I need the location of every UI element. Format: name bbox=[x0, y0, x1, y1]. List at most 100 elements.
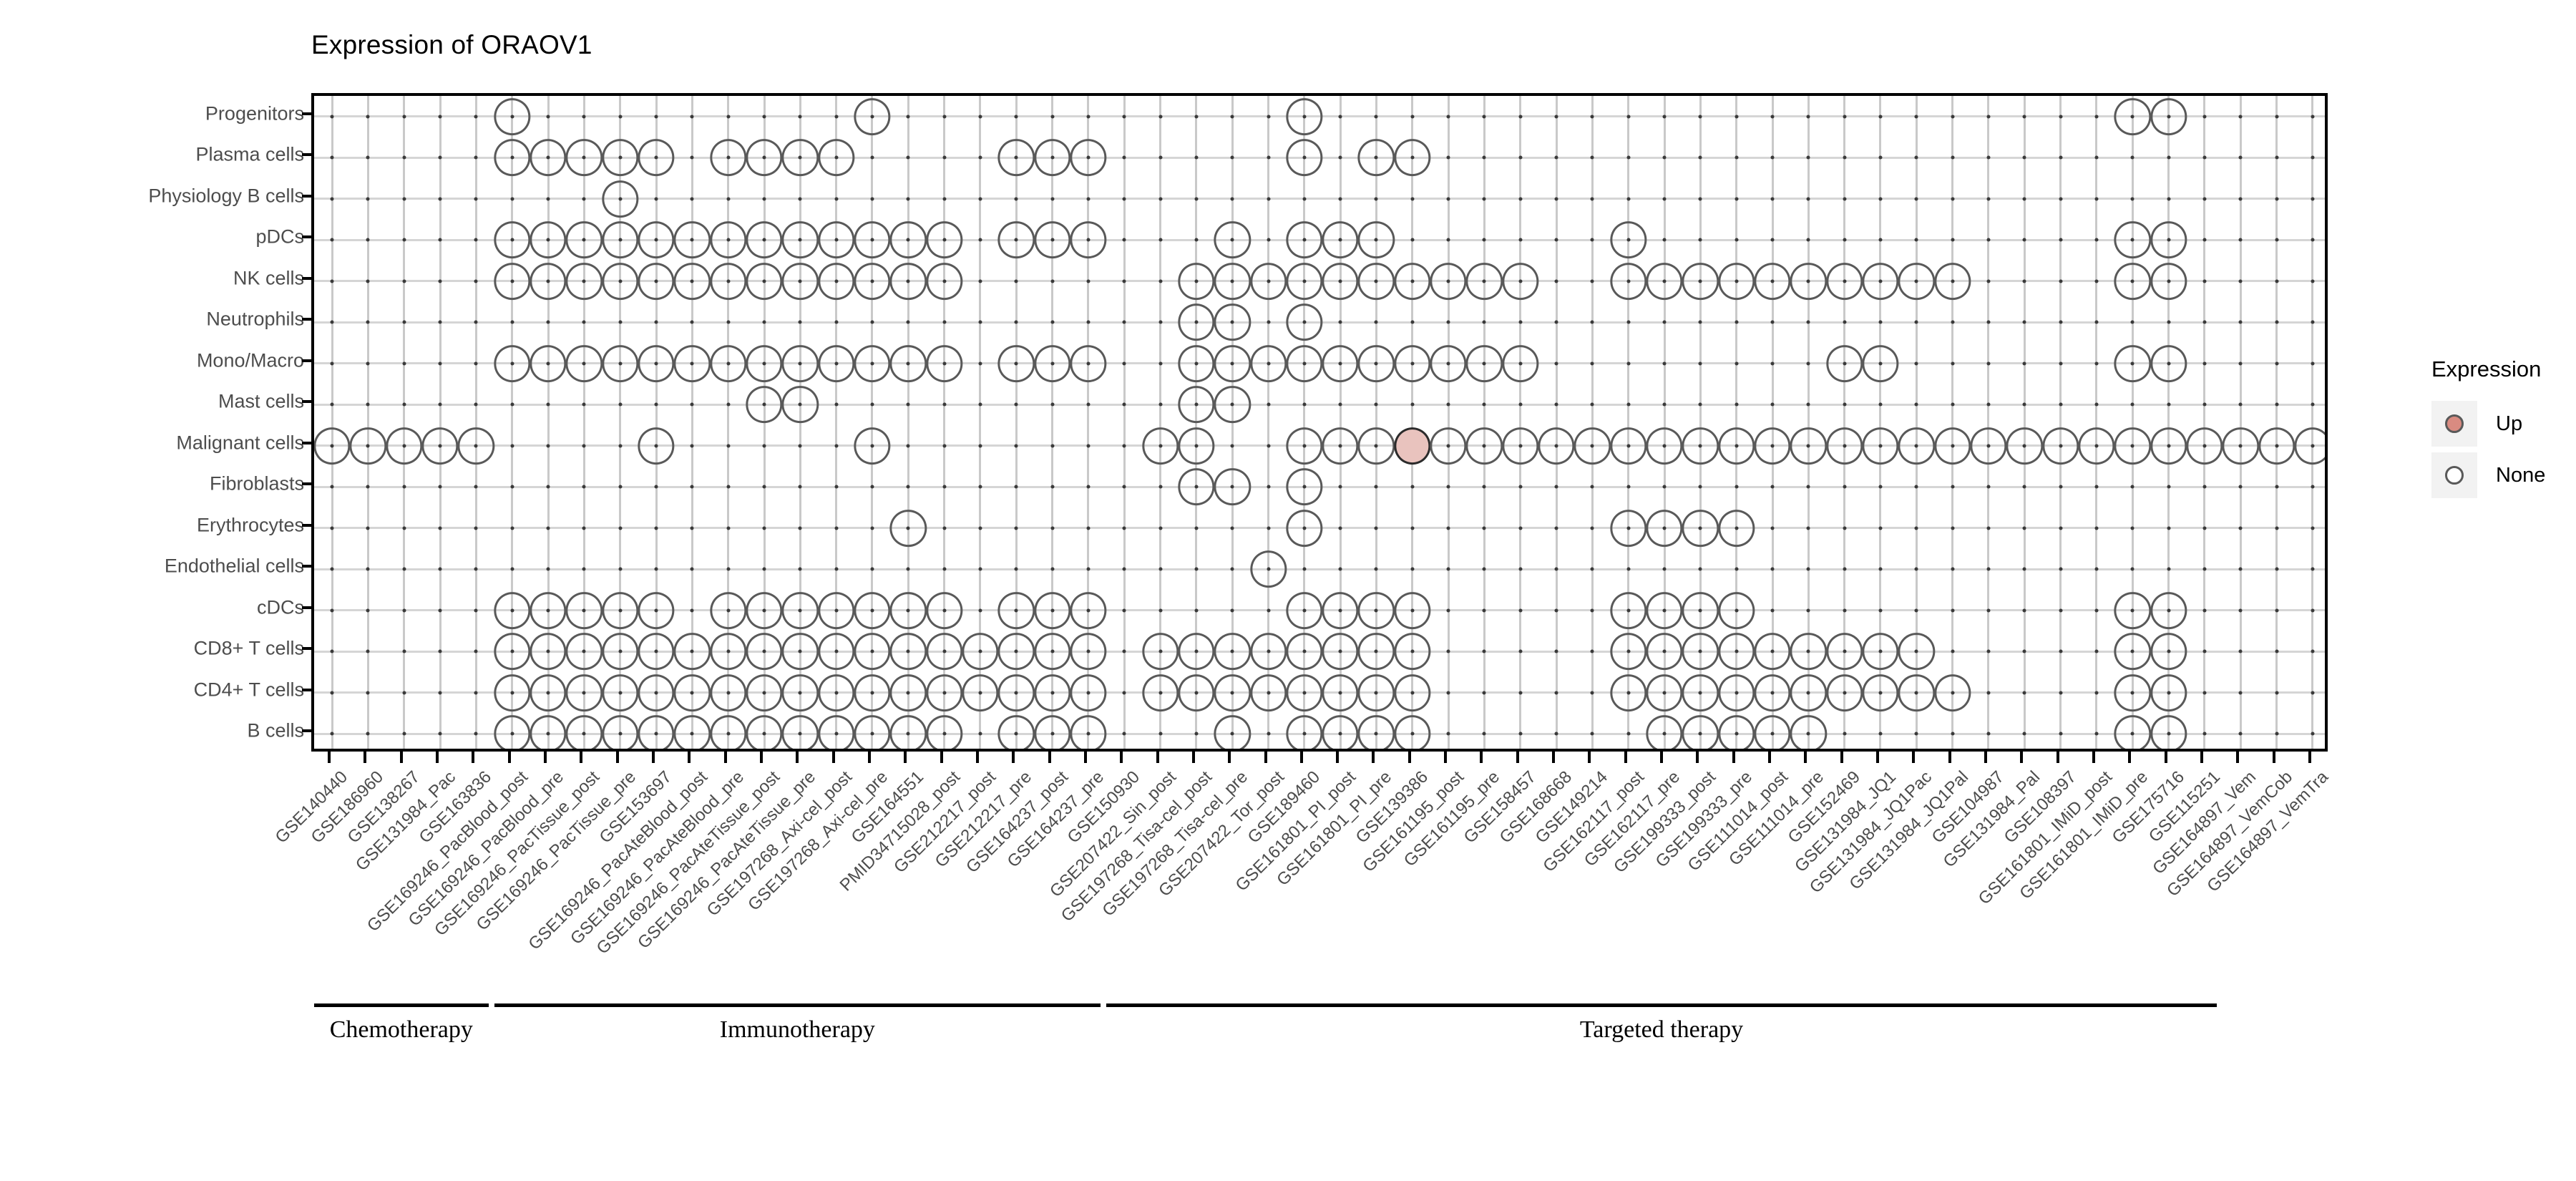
bubble-none[interactable] bbox=[1610, 221, 1647, 259]
bubble-none[interactable] bbox=[781, 221, 819, 259]
bubble-none[interactable] bbox=[1070, 591, 1107, 629]
bubble-none[interactable] bbox=[1933, 427, 1971, 465]
bubble-none[interactable] bbox=[530, 344, 567, 382]
bubble-none[interactable] bbox=[2114, 715, 2151, 749]
bubble-none[interactable] bbox=[1430, 344, 1467, 382]
bubble-none[interactable] bbox=[638, 344, 675, 382]
bubble-none[interactable] bbox=[781, 715, 819, 749]
bubble-none[interactable] bbox=[925, 633, 963, 671]
bubble-none[interactable] bbox=[565, 139, 603, 177]
bubble-none[interactable] bbox=[1033, 221, 1071, 259]
bubble-none[interactable] bbox=[1430, 427, 1467, 465]
bubble-none[interactable] bbox=[1033, 715, 1071, 749]
bubble-none[interactable] bbox=[889, 633, 927, 671]
bubble-none[interactable] bbox=[421, 427, 459, 465]
bubble-none[interactable] bbox=[2150, 221, 2187, 259]
bubble-none[interactable] bbox=[1178, 633, 1215, 671]
bubble-none[interactable] bbox=[2041, 427, 2079, 465]
bubble-none[interactable] bbox=[854, 674, 891, 711]
bubble-none[interactable] bbox=[710, 633, 747, 671]
bubble-none[interactable] bbox=[1178, 427, 1215, 465]
bubble-none[interactable] bbox=[1394, 633, 1431, 671]
bubble-none[interactable] bbox=[2150, 344, 2187, 382]
bubble-none[interactable] bbox=[925, 591, 963, 629]
bubble-none[interactable] bbox=[565, 715, 603, 749]
bubble-none[interactable] bbox=[962, 633, 999, 671]
bubble-none[interactable] bbox=[494, 591, 531, 629]
bubble-none[interactable] bbox=[1646, 427, 1683, 465]
bubble-none[interactable] bbox=[1682, 591, 1719, 629]
bubble-none[interactable] bbox=[1033, 633, 1071, 671]
bubble-none[interactable] bbox=[1682, 674, 1719, 711]
bubble-none[interactable] bbox=[1214, 344, 1251, 382]
bubble-none[interactable] bbox=[1502, 344, 1539, 382]
bubble-none[interactable] bbox=[1286, 303, 1323, 341]
bubble-none[interactable] bbox=[818, 344, 855, 382]
bubble-none[interactable] bbox=[638, 221, 675, 259]
bubble-none[interactable] bbox=[530, 591, 567, 629]
bubble-none[interactable] bbox=[854, 591, 891, 629]
bubble-none[interactable] bbox=[1249, 262, 1287, 300]
legend-item[interactable]: Up bbox=[2431, 398, 2545, 449]
bubble-none[interactable] bbox=[1286, 344, 1323, 382]
bubble-none[interactable] bbox=[818, 221, 855, 259]
bubble-none[interactable] bbox=[997, 221, 1035, 259]
bubble-none[interactable] bbox=[1249, 550, 1287, 588]
bubble-none[interactable] bbox=[1214, 262, 1251, 300]
bubble-none[interactable] bbox=[1430, 262, 1467, 300]
bubble-none[interactable] bbox=[2150, 97, 2187, 135]
bubble-none[interactable] bbox=[746, 221, 783, 259]
bubble-none[interactable] bbox=[1178, 674, 1215, 711]
bubble-none[interactable] bbox=[1898, 633, 1935, 671]
bubble-none[interactable] bbox=[673, 633, 711, 671]
bubble-none[interactable] bbox=[2150, 591, 2187, 629]
bubble-none[interactable] bbox=[889, 591, 927, 629]
bubble-none[interactable] bbox=[746, 591, 783, 629]
bubble-none[interactable] bbox=[1322, 591, 1359, 629]
bubble-none[interactable] bbox=[1610, 427, 1647, 465]
bubble-none[interactable] bbox=[494, 97, 531, 135]
bubble-none[interactable] bbox=[1862, 262, 1899, 300]
bubble-none[interactable] bbox=[818, 262, 855, 300]
bubble-none[interactable] bbox=[854, 262, 891, 300]
bubble-none[interactable] bbox=[781, 344, 819, 382]
bubble-none[interactable] bbox=[710, 139, 747, 177]
bubble-none[interactable] bbox=[1898, 427, 1935, 465]
bubble-none[interactable] bbox=[1394, 591, 1431, 629]
bubble-none[interactable] bbox=[2150, 262, 2187, 300]
bubble-none[interactable] bbox=[1286, 139, 1323, 177]
bubble-none[interactable] bbox=[602, 633, 639, 671]
bubble-none[interactable] bbox=[1646, 674, 1683, 711]
bubble-none[interactable] bbox=[1394, 715, 1431, 749]
bubble-none[interactable] bbox=[1214, 303, 1251, 341]
bubble-none[interactable] bbox=[2114, 591, 2151, 629]
bubble-none[interactable] bbox=[2114, 427, 2151, 465]
bubble-none[interactable] bbox=[781, 674, 819, 711]
bubble-none[interactable] bbox=[854, 97, 891, 135]
bubble-none[interactable] bbox=[1286, 262, 1323, 300]
bubble-none[interactable] bbox=[1322, 427, 1359, 465]
bubble-none[interactable] bbox=[1322, 633, 1359, 671]
bubble-none[interactable] bbox=[997, 633, 1035, 671]
bubble-none[interactable] bbox=[1465, 344, 1503, 382]
bubble-none[interactable] bbox=[638, 139, 675, 177]
bubble-none[interactable] bbox=[314, 427, 351, 465]
bubble-none[interactable] bbox=[1790, 633, 1827, 671]
bubble-none[interactable] bbox=[889, 344, 927, 382]
bubble-none[interactable] bbox=[1033, 139, 1071, 177]
bubble-none[interactable] bbox=[530, 633, 567, 671]
bubble-none[interactable] bbox=[1862, 633, 1899, 671]
bubble-none[interactable] bbox=[530, 715, 567, 749]
bubble-none[interactable] bbox=[854, 715, 891, 749]
bubble-none[interactable] bbox=[1646, 509, 1683, 547]
bubble-none[interactable] bbox=[925, 674, 963, 711]
bubble-none[interactable] bbox=[1286, 427, 1323, 465]
bubble-none[interactable] bbox=[1502, 427, 1539, 465]
bubble-up[interactable] bbox=[1394, 427, 1431, 465]
bubble-none[interactable] bbox=[925, 221, 963, 259]
bubble-none[interactable] bbox=[673, 674, 711, 711]
bubble-none[interactable] bbox=[386, 427, 423, 465]
bubble-none[interactable] bbox=[1682, 509, 1719, 547]
bubble-none[interactable] bbox=[1826, 633, 1863, 671]
bubble-none[interactable] bbox=[1862, 344, 1899, 382]
